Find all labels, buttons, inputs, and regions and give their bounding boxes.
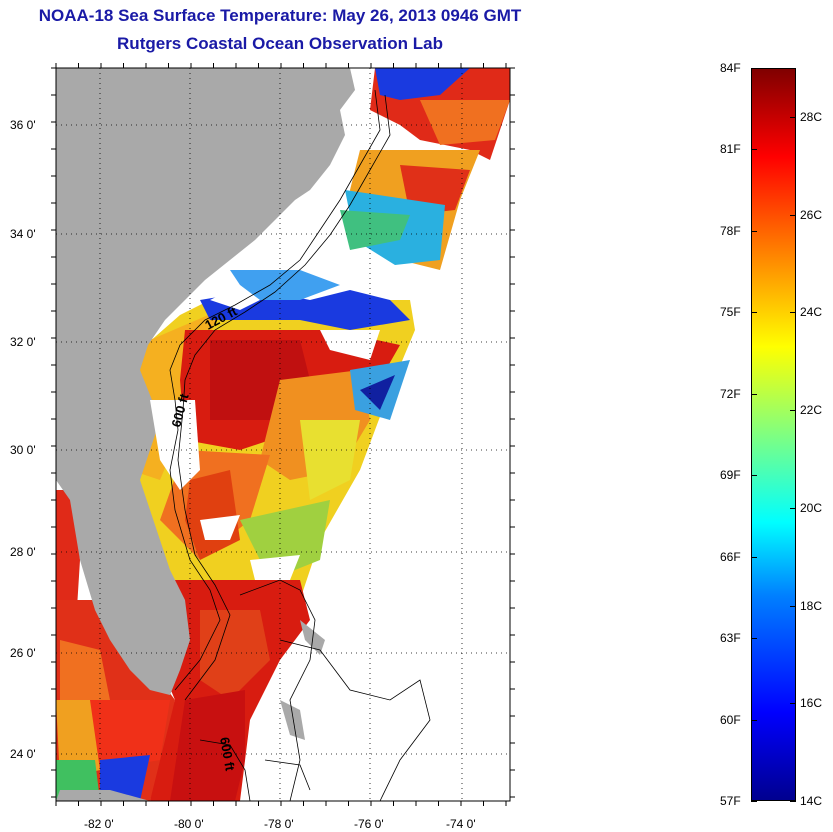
colorbar-tick — [790, 801, 796, 802]
longitude-labels: -82 0' -80 0' -78 0' -76 0' -74 0' — [84, 817, 476, 831]
colorbar-celsius-label: 24C — [800, 305, 823, 320]
sst-map: 120 ft 600 ft 600 ft -82 0' -80 0' -78 0… — [10, 63, 515, 831]
colorbar-fahrenheit-label: 69F — [720, 468, 741, 483]
colorbar-celsius-label: 18C — [800, 598, 823, 613]
colorbar-fahrenheit-label: 66F — [720, 549, 741, 564]
colorbar-celsius-label: 20C — [800, 500, 823, 515]
lon-label: -80 0' — [174, 817, 204, 831]
colorbar-tick — [751, 312, 757, 314]
colorbar-celsius-label: 28C — [800, 109, 823, 124]
map-frame — [55, 67, 511, 802]
colorbar-tick — [751, 393, 757, 395]
sst-field — [56, 68, 510, 801]
graticule — [56, 68, 510, 801]
lon-label: -82 0' — [84, 817, 114, 831]
colorbar-tick — [751, 475, 757, 477]
colorbar-fahrenheit-label: 63F — [720, 631, 741, 646]
bathymetry-contours — [169, 89, 431, 801]
colorbar-tick — [751, 149, 757, 151]
colorbar-tick — [790, 214, 796, 216]
colorbar-fahrenheit-label: 84F — [720, 61, 741, 75]
map-title: NOAA-18 Sea Surface Temperature: May 26,… — [38, 6, 522, 25]
lon-label: -74 0' — [446, 817, 476, 831]
lat-label: 28 0' — [10, 545, 36, 559]
colorbar-fahrenheit-label: 60F — [720, 712, 741, 727]
colorbar-tick — [751, 638, 757, 640]
colorbar-tick — [751, 68, 757, 69]
lat-label: 30 0' — [10, 443, 36, 457]
lat-label: 26 0' — [10, 646, 36, 660]
colorbar-tick — [790, 410, 796, 412]
temperature-colorbar — [751, 68, 796, 801]
colorbar-tick — [751, 230, 757, 232]
colorbar-celsius-label: 14C — [800, 794, 823, 808]
colorbar-celsius-label: 26C — [800, 207, 823, 222]
colorbar-tick — [790, 703, 796, 705]
latitude-labels: 36 0' 34 0' 32 0' 30 0' 28 0' 26 0' 24 0… — [10, 118, 36, 761]
colorbar-fahrenheit-label: 81F — [720, 142, 741, 157]
colorbar-fahrenheit-label: 75F — [720, 305, 741, 320]
lat-label: 32 0' — [10, 335, 36, 349]
colorbar-tick — [790, 116, 796, 118]
colorbar-tick — [790, 507, 796, 509]
axis-ticks — [51, 63, 515, 806]
colorbar-tick — [751, 801, 757, 802]
contour-label-600ft-south: 600 ft — [217, 736, 238, 773]
colorbar-celsius-label: 22C — [800, 403, 823, 418]
lat-label: 24 0' — [10, 747, 36, 761]
colorbar-tick — [751, 556, 757, 558]
colorbar-fahrenheit-label: 57F — [720, 794, 741, 808]
lat-label: 36 0' — [10, 118, 36, 132]
colorbar-tick — [751, 719, 757, 721]
colorbar-celsius-label: 16C — [800, 696, 823, 711]
map-subtitle: Rutgers Coastal Ocean Observation Lab — [117, 34, 443, 53]
colorbar-tick — [790, 312, 796, 314]
lon-label: -78 0' — [264, 817, 294, 831]
land — [56, 68, 355, 801]
lon-label: -76 0' — [354, 817, 384, 831]
colorbar-tick — [790, 605, 796, 607]
lat-label: 34 0' — [10, 227, 36, 241]
colorbar-fahrenheit-label: 78F — [720, 223, 741, 238]
colorbar-fahrenheit-label: 72F — [720, 386, 741, 401]
